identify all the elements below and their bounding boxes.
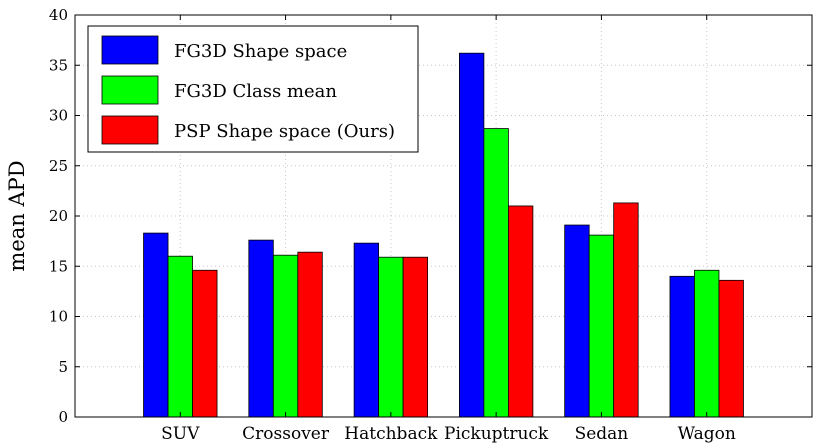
legend-swatch [101,35,159,65]
legend-label: PSP Shape space (Ours) [174,121,395,142]
y-axis-label: mean APD [5,160,29,271]
legend-swatch [101,75,159,105]
bar-hatchback-series-2 [378,256,404,418]
bar-sedan-series-1 [564,224,590,418]
y-tick-label: 35 [49,56,68,74]
y-tick-label: 30 [49,107,68,125]
y-tick-label: 5 [58,358,68,376]
y-tick-label: 20 [49,207,68,225]
x-tick-label: SUV [161,424,200,444]
y-tick-label: 15 [49,257,68,275]
grid-lines [75,15,812,417]
bars [143,52,744,418]
bar-suv-series-2 [167,255,193,418]
y-tick-label: 10 [49,308,68,326]
bar-wagon-series-2 [694,269,720,418]
bar-hatchback-series-3 [402,256,429,418]
axis-ticks: 0 5 10 15 20 25 30 35 40 SUV Crossover Hatchback Pic… [49,6,812,444]
bar-crossover-series-1 [248,239,274,418]
bar-pickuptruck-series-2 [483,128,509,418]
y-tick-label: 25 [49,157,68,175]
legend-label: FG3D Class mean [174,81,337,102]
x-tick-label: Pickuptruck [444,424,549,444]
bar-suv-series-1 [143,232,169,418]
bar-wagon-series-3 [718,279,744,418]
y-tick-label: 40 [49,6,68,24]
legend-label: FG3D Shape space [174,41,347,62]
bar-crossover-series-3 [297,251,323,418]
bar-sedan-series-3 [613,202,639,418]
legend-swatch [101,115,159,145]
x-tick-label: Hatchback [344,424,438,444]
bar-wagon-series-1 [669,275,695,418]
bar-crossover-series-2 [272,254,299,418]
bar-pickuptruck-series-3 [507,205,534,418]
bar-pickuptruck-series-1 [458,52,485,418]
x-tick-label: Crossover [242,424,330,444]
x-tick-label: Wagon [678,424,736,444]
y-tick-label: 0 [58,408,68,426]
legend: FG3D Shape space FG3D Class mean PSP Shape… [87,25,419,153]
bar-suv-series-3 [192,269,218,418]
bar-hatchback-series-1 [353,242,380,418]
x-tick-label: Sedan [575,424,629,444]
bar-sedan-series-2 [588,234,615,418]
